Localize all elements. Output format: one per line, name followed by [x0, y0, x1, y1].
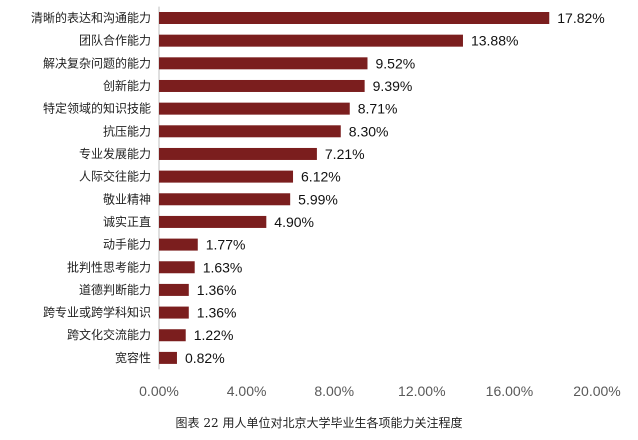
- category-label: 人际交往能力: [79, 169, 151, 184]
- value-label: 1.36%: [197, 282, 237, 298]
- bar: [159, 147, 317, 160]
- value-label: 1.63%: [203, 259, 243, 275]
- category-label: 敬业精神: [103, 192, 151, 206]
- value-label: 5.99%: [298, 191, 338, 207]
- value-label: 8.30%: [349, 123, 389, 139]
- bar: [159, 193, 291, 206]
- value-label: 1.77%: [206, 237, 246, 253]
- x-tick-label: 16.00%: [486, 383, 533, 399]
- category-label: 批判性思考能力: [67, 259, 151, 274]
- ticks-group: 0.00% 4.00% 8.00% 12.00% 16.00% 20.00%: [139, 383, 621, 399]
- bar: [159, 12, 550, 24]
- x-tick-label: 8.00%: [314, 383, 354, 399]
- category-label: 解决复杂问题的能力: [43, 55, 151, 70]
- value-label: 13.88%: [471, 33, 518, 49]
- bar: [159, 125, 341, 138]
- x-tick-label: 0.00%: [139, 383, 179, 399]
- bar: [159, 79, 365, 92]
- category-label: 诚实正直: [103, 214, 151, 229]
- bar: [159, 215, 267, 228]
- x-tick-label: 20.00%: [573, 383, 620, 399]
- bar: [159, 283, 189, 296]
- category-label: 团队合作能力: [79, 33, 151, 48]
- category-label: 跨文化交流能力: [67, 327, 151, 342]
- category-label: 清晰的表达和沟通能力: [31, 10, 151, 25]
- category-label: 特定领域的知识技能: [43, 101, 151, 116]
- bar: [159, 261, 195, 274]
- bar: [159, 329, 186, 342]
- category-label: 宽容性: [115, 350, 151, 365]
- chart-caption: 图表 22 用人单位对北京大学毕业生各项能力关注程度: [175, 416, 463, 430]
- bar: [159, 57, 368, 70]
- value-label: 9.52%: [375, 55, 415, 71]
- x-tick-label: 4.00%: [227, 383, 267, 399]
- value-label: 17.82%: [557, 10, 604, 26]
- value-label: 9.39%: [373, 78, 413, 94]
- value-label: 4.90%: [274, 214, 314, 230]
- value-label: 1.22%: [194, 327, 234, 343]
- bar: [159, 170, 294, 183]
- category-label: 专业发展能力: [79, 146, 151, 161]
- bar: [159, 351, 177, 364]
- value-label: 7.21%: [325, 146, 365, 162]
- category-label: 道德判断能力: [79, 282, 151, 297]
- bar: [159, 306, 189, 319]
- value-label: 8.71%: [358, 101, 398, 117]
- bar: [159, 34, 463, 47]
- category-label: 跨专业或跨学科知识: [43, 305, 151, 320]
- bar: [159, 102, 350, 115]
- value-label: 6.12%: [301, 169, 341, 185]
- category-label: 创新能力: [103, 78, 151, 93]
- bar: [159, 238, 198, 251]
- value-label: 0.82%: [185, 350, 225, 366]
- category-label: 抗压能力: [103, 123, 151, 138]
- category-label: 动手能力: [103, 238, 151, 252]
- labels-group: 清晰的表达和沟通能力 17.82% 团队合作能力 13.88% 解决复杂问题的能力 9.5…: [31, 10, 605, 366]
- bars-group: [159, 12, 550, 364]
- value-label: 1.36%: [197, 305, 237, 321]
- x-tick-label: 12.00%: [398, 383, 445, 399]
